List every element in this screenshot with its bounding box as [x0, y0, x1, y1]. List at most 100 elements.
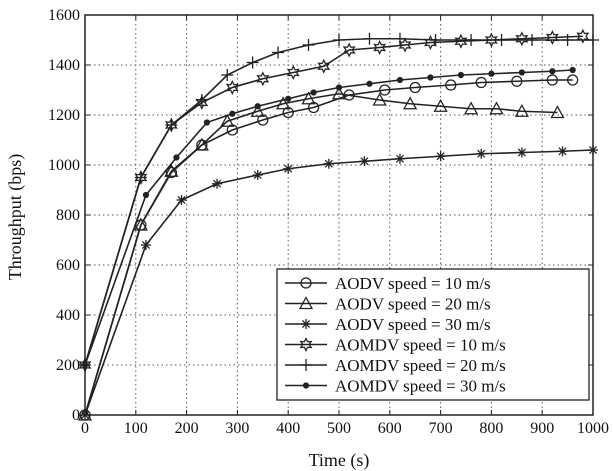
data-point-plus [300, 359, 312, 371]
data-point-triangle [250, 103, 265, 117]
x-tick-label: 900 [530, 420, 554, 437]
legend-entry: AOMDV speed = 10 m/s [285, 336, 506, 355]
x-tick-label: 300 [225, 420, 249, 437]
data-point-dot [488, 70, 495, 77]
data-point-circle [379, 84, 391, 96]
data-point-star [286, 65, 300, 80]
y-tick-label: 0 [72, 407, 80, 424]
data-point-circle [546, 74, 559, 86]
data-point-star [225, 80, 239, 95]
series-line [84, 92, 558, 416]
data-point-star [373, 40, 387, 55]
data-point-plus [526, 34, 539, 46]
data-point-plus [302, 39, 315, 51]
legend-label: AODV speed = 20 m/s [335, 295, 491, 314]
series-5 [79, 32, 599, 371]
data-point-triangle [220, 113, 235, 127]
data-point-plus [221, 69, 234, 81]
data-point-plus [134, 171, 147, 184]
data-point-circle [567, 74, 579, 86]
legend-label: AOMDV speed = 20 m/s [335, 356, 506, 375]
legend-box [276, 268, 590, 401]
data-point-triangle [550, 105, 565, 119]
data-point-triangle [372, 92, 387, 106]
data-point-dot [457, 71, 465, 79]
data-point-circle [409, 81, 421, 94]
data-point-plus [272, 46, 285, 59]
data-point-circle [511, 75, 523, 87]
data-point-circle [475, 76, 487, 89]
legend-entry: AODV speed = 30 m/s [285, 315, 491, 334]
data-point-triangle [514, 103, 529, 117]
data-point-star [515, 31, 529, 47]
y-tick-label: 1200 [48, 107, 80, 124]
data-point-asterisk [516, 147, 527, 158]
data-point-plus [246, 56, 259, 69]
data-point-triangle [301, 91, 316, 105]
series-2 [77, 86, 565, 421]
data-point-circle [445, 79, 457, 91]
data-point-star [454, 33, 468, 49]
legend-label: AODV speed = 30 m/s [335, 315, 491, 334]
data-point-plus [393, 32, 406, 45]
data-point-circle [165, 166, 178, 179]
data-point-asterisk [283, 163, 294, 174]
data-point-plus [561, 34, 574, 46]
data-point-dot [285, 95, 292, 102]
legend-entry: AODV speed = 10 m/s [285, 274, 491, 293]
legend-label: AOMDV speed = 30 m/s [335, 377, 506, 396]
data-point-plus [495, 34, 508, 46]
data-point-dot [549, 68, 556, 75]
y-axis-label: Throughput (bps) [5, 154, 26, 280]
data-point-dot [366, 80, 373, 87]
data-point-dot [518, 69, 525, 76]
y-tick-label: 800 [56, 207, 80, 224]
data-point-asterisk [140, 240, 151, 250]
data-point-triangle [433, 98, 448, 112]
x-tick-label: 1000 [577, 420, 609, 437]
x-tick-label: 0 [81, 420, 89, 437]
data-point-star [545, 30, 559, 45]
data-point-dot [203, 119, 211, 126]
data-point-asterisk [435, 151, 446, 162]
x-tick-label: 400 [276, 420, 300, 437]
data-point-plus [363, 32, 376, 45]
data-point-asterisk [394, 153, 405, 164]
data-point-asterisk [176, 195, 187, 205]
data-point-asterisk [212, 178, 223, 189]
x-axis-label: Time (s) [309, 450, 370, 471]
data-point-dot [229, 110, 236, 117]
data-point-triangle [164, 163, 179, 177]
data-point-plus [333, 34, 345, 46]
data-point-star [317, 58, 331, 74]
data-point-dot [396, 76, 404, 84]
data-point-dot [254, 103, 261, 110]
legend-label: AODV speed = 10 m/s [335, 274, 491, 293]
data-point-star [256, 71, 270, 87]
legend-entry: AOMDV speed = 20 m/s [285, 356, 506, 375]
data-point-asterisk [359, 156, 370, 167]
data-point-asterisk [323, 158, 334, 169]
y-tick-label: 400 [56, 307, 80, 324]
data-point-dot [142, 191, 150, 199]
tick-group: 0 100 200 300 400 500 600 700 800 900 1000 0 200 400 6… [48, 7, 609, 437]
data-point-dot [173, 154, 180, 161]
data-point-circle [300, 277, 312, 289]
data-point-plus [195, 94, 208, 106]
data-point-dot [302, 382, 310, 389]
data-point-triangle [463, 101, 479, 115]
data-point-plus [465, 34, 478, 46]
legend-label: AOMDV speed = 10 m/s [335, 336, 506, 355]
data-point-dot [427, 74, 434, 81]
y-tick-label: 1400 [48, 57, 80, 74]
data-point-asterisk [557, 146, 568, 157]
y-tick-label: 1000 [48, 157, 80, 174]
x-tick-label: 200 [175, 420, 199, 437]
data-point-star [484, 32, 498, 48]
data-point-dot [310, 89, 317, 96]
data-point-triangle [331, 86, 347, 100]
data-point-star [342, 42, 356, 58]
y-tick-label: 600 [56, 257, 80, 274]
